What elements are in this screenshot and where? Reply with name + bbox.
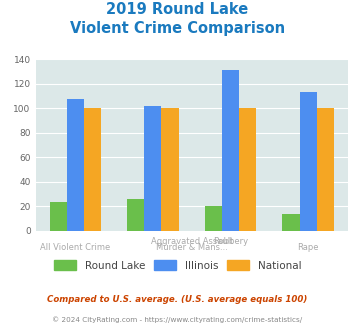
Text: Aggravated Assault: Aggravated Assault <box>151 237 233 246</box>
Bar <box>127 199 144 231</box>
Bar <box>222 70 239 231</box>
Bar <box>205 207 222 231</box>
Text: All Violent Crime: All Violent Crime <box>40 243 110 252</box>
Text: 2019 Round Lake: 2019 Round Lake <box>106 2 248 16</box>
Text: © 2024 CityRating.com - https://www.cityrating.com/crime-statistics/: © 2024 CityRating.com - https://www.city… <box>53 317 302 323</box>
Bar <box>300 92 317 231</box>
Bar <box>84 109 101 231</box>
Bar <box>67 99 84 231</box>
Bar <box>144 106 162 231</box>
Text: Rape: Rape <box>297 243 319 252</box>
Text: Violent Crime Comparison: Violent Crime Comparison <box>70 21 285 36</box>
Legend: Round Lake, Illinois, National: Round Lake, Illinois, National <box>50 257 305 274</box>
Text: Murder & Mans...: Murder & Mans... <box>156 243 228 252</box>
Bar <box>283 214 300 231</box>
Text: Robbery: Robbery <box>213 237 248 246</box>
Text: Compared to U.S. average. (U.S. average equals 100): Compared to U.S. average. (U.S. average … <box>47 295 308 304</box>
Bar <box>162 109 179 231</box>
Bar <box>50 202 67 231</box>
Bar <box>239 109 256 231</box>
Bar <box>317 109 334 231</box>
